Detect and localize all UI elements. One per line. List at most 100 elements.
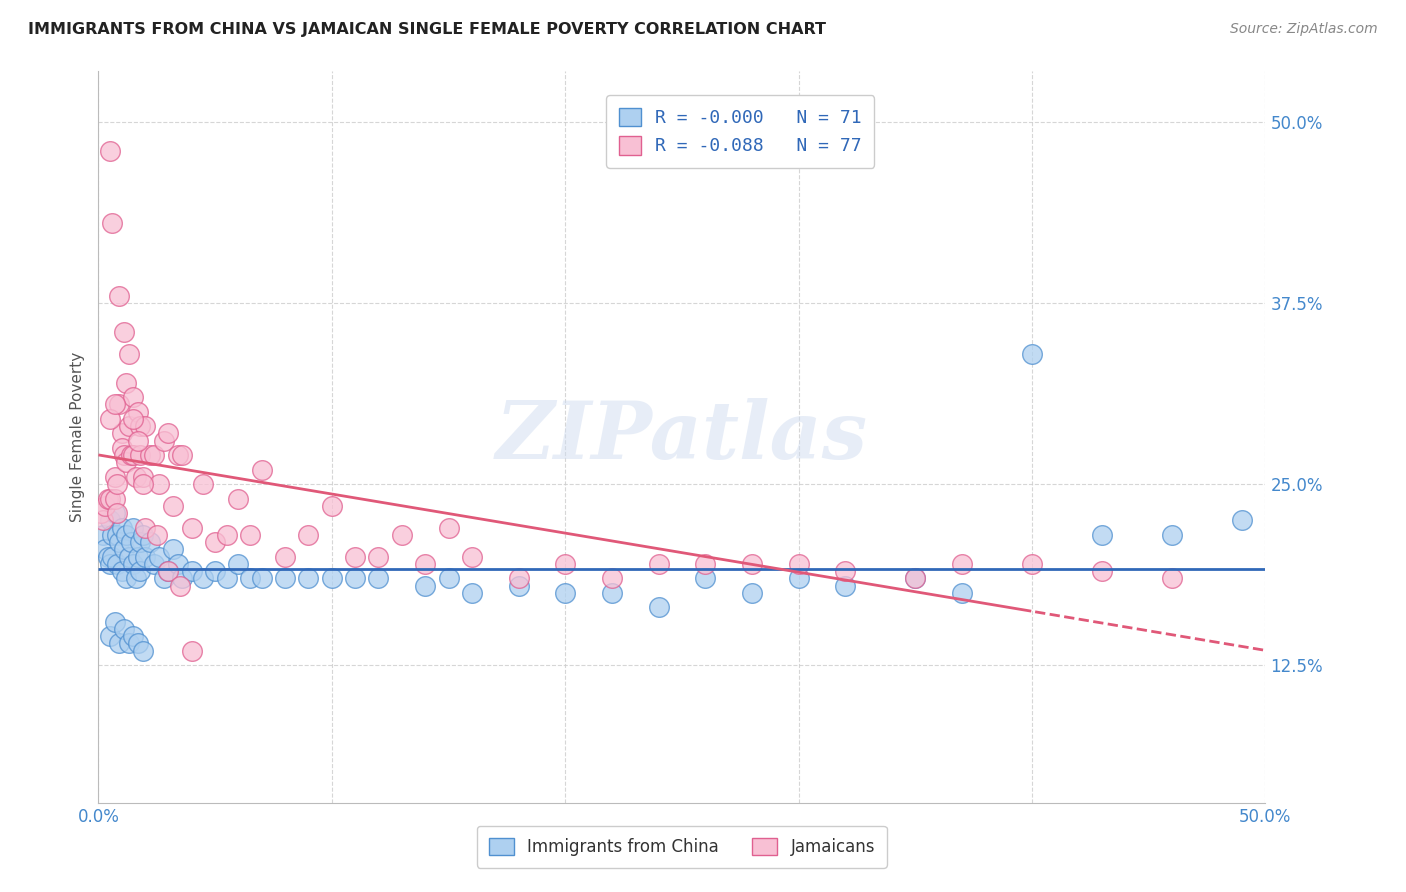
- Point: [461, 586, 484, 600]
- Text: IMMIGRANTS FROM CHINA VS JAMAICAN SINGLE FEMALE POVERTY CORRELATION CHART: IMMIGRANTS FROM CHINA VS JAMAICAN SINGLE…: [28, 22, 827, 37]
- Point: [101, 216, 124, 230]
- Point: [1230, 513, 1253, 527]
- Point: [157, 564, 180, 578]
- Point: [108, 636, 131, 650]
- Point: [215, 528, 238, 542]
- Point: [125, 470, 148, 484]
- Point: [104, 615, 127, 629]
- Point: [180, 520, 202, 534]
- Point: [112, 448, 135, 462]
- Point: [321, 571, 343, 585]
- Point: [148, 549, 170, 564]
- Point: [193, 571, 215, 585]
- Point: [193, 477, 215, 491]
- Point: [344, 571, 367, 585]
- Point: [104, 397, 127, 411]
- Point: [108, 289, 131, 303]
- Point: [112, 622, 135, 636]
- Point: [344, 549, 367, 564]
- Point: [122, 629, 145, 643]
- Point: [104, 491, 127, 506]
- Point: [508, 578, 530, 592]
- Point: [122, 520, 145, 534]
- Point: [1091, 564, 1114, 578]
- Point: [98, 412, 121, 426]
- Point: [904, 571, 927, 585]
- Point: [118, 549, 141, 564]
- Point: [695, 571, 717, 585]
- Point: [297, 571, 319, 585]
- Point: [297, 528, 319, 542]
- Text: ZIPatlas: ZIPatlas: [496, 399, 868, 475]
- Point: [97, 549, 120, 564]
- Point: [1161, 528, 1184, 542]
- Point: [115, 455, 138, 469]
- Point: [132, 477, 155, 491]
- Point: [91, 528, 114, 542]
- Point: [125, 571, 148, 585]
- Point: [152, 434, 174, 448]
- Point: [204, 564, 226, 578]
- Point: [122, 390, 145, 404]
- Point: [127, 636, 149, 650]
- Point: [162, 499, 184, 513]
- Point: [118, 419, 141, 434]
- Point: [132, 644, 155, 658]
- Point: [108, 535, 131, 549]
- Point: [157, 426, 180, 441]
- Point: [1091, 528, 1114, 542]
- Point: [152, 571, 174, 585]
- Point: [834, 578, 856, 592]
- Point: [105, 506, 128, 520]
- Point: [105, 528, 128, 542]
- Point: [904, 571, 927, 585]
- Point: [139, 535, 162, 549]
- Point: [129, 535, 152, 549]
- Point: [122, 412, 145, 426]
- Legend: Immigrants from China, Jamaicans: Immigrants from China, Jamaicans: [477, 826, 887, 868]
- Point: [413, 557, 436, 571]
- Point: [129, 564, 152, 578]
- Point: [118, 636, 141, 650]
- Point: [239, 528, 262, 542]
- Point: [413, 578, 436, 592]
- Point: [129, 419, 152, 434]
- Point: [169, 578, 191, 592]
- Y-axis label: Single Female Poverty: Single Female Poverty: [69, 352, 84, 522]
- Point: [122, 557, 145, 571]
- Point: [250, 571, 273, 585]
- Point: [118, 347, 141, 361]
- Point: [98, 491, 121, 506]
- Point: [91, 513, 114, 527]
- Point: [143, 557, 166, 571]
- Point: [437, 571, 460, 585]
- Point: [139, 448, 162, 462]
- Point: [129, 448, 152, 462]
- Point: [950, 586, 973, 600]
- Point: [94, 542, 117, 557]
- Point: [148, 477, 170, 491]
- Point: [127, 405, 149, 419]
- Point: [108, 397, 131, 411]
- Point: [367, 549, 389, 564]
- Point: [172, 571, 194, 585]
- Point: [122, 448, 145, 462]
- Point: [146, 528, 169, 542]
- Point: [115, 528, 138, 542]
- Point: [112, 542, 135, 557]
- Point: [134, 520, 156, 534]
- Point: [101, 549, 124, 564]
- Point: [166, 448, 188, 462]
- Point: [111, 564, 134, 578]
- Point: [101, 528, 124, 542]
- Point: [112, 325, 135, 339]
- Point: [1021, 347, 1043, 361]
- Point: [600, 571, 623, 585]
- Point: [274, 571, 297, 585]
- Point: [132, 470, 155, 484]
- Point: [134, 549, 156, 564]
- Point: [508, 571, 530, 585]
- Point: [1021, 557, 1043, 571]
- Point: [228, 491, 250, 506]
- Point: [105, 477, 128, 491]
